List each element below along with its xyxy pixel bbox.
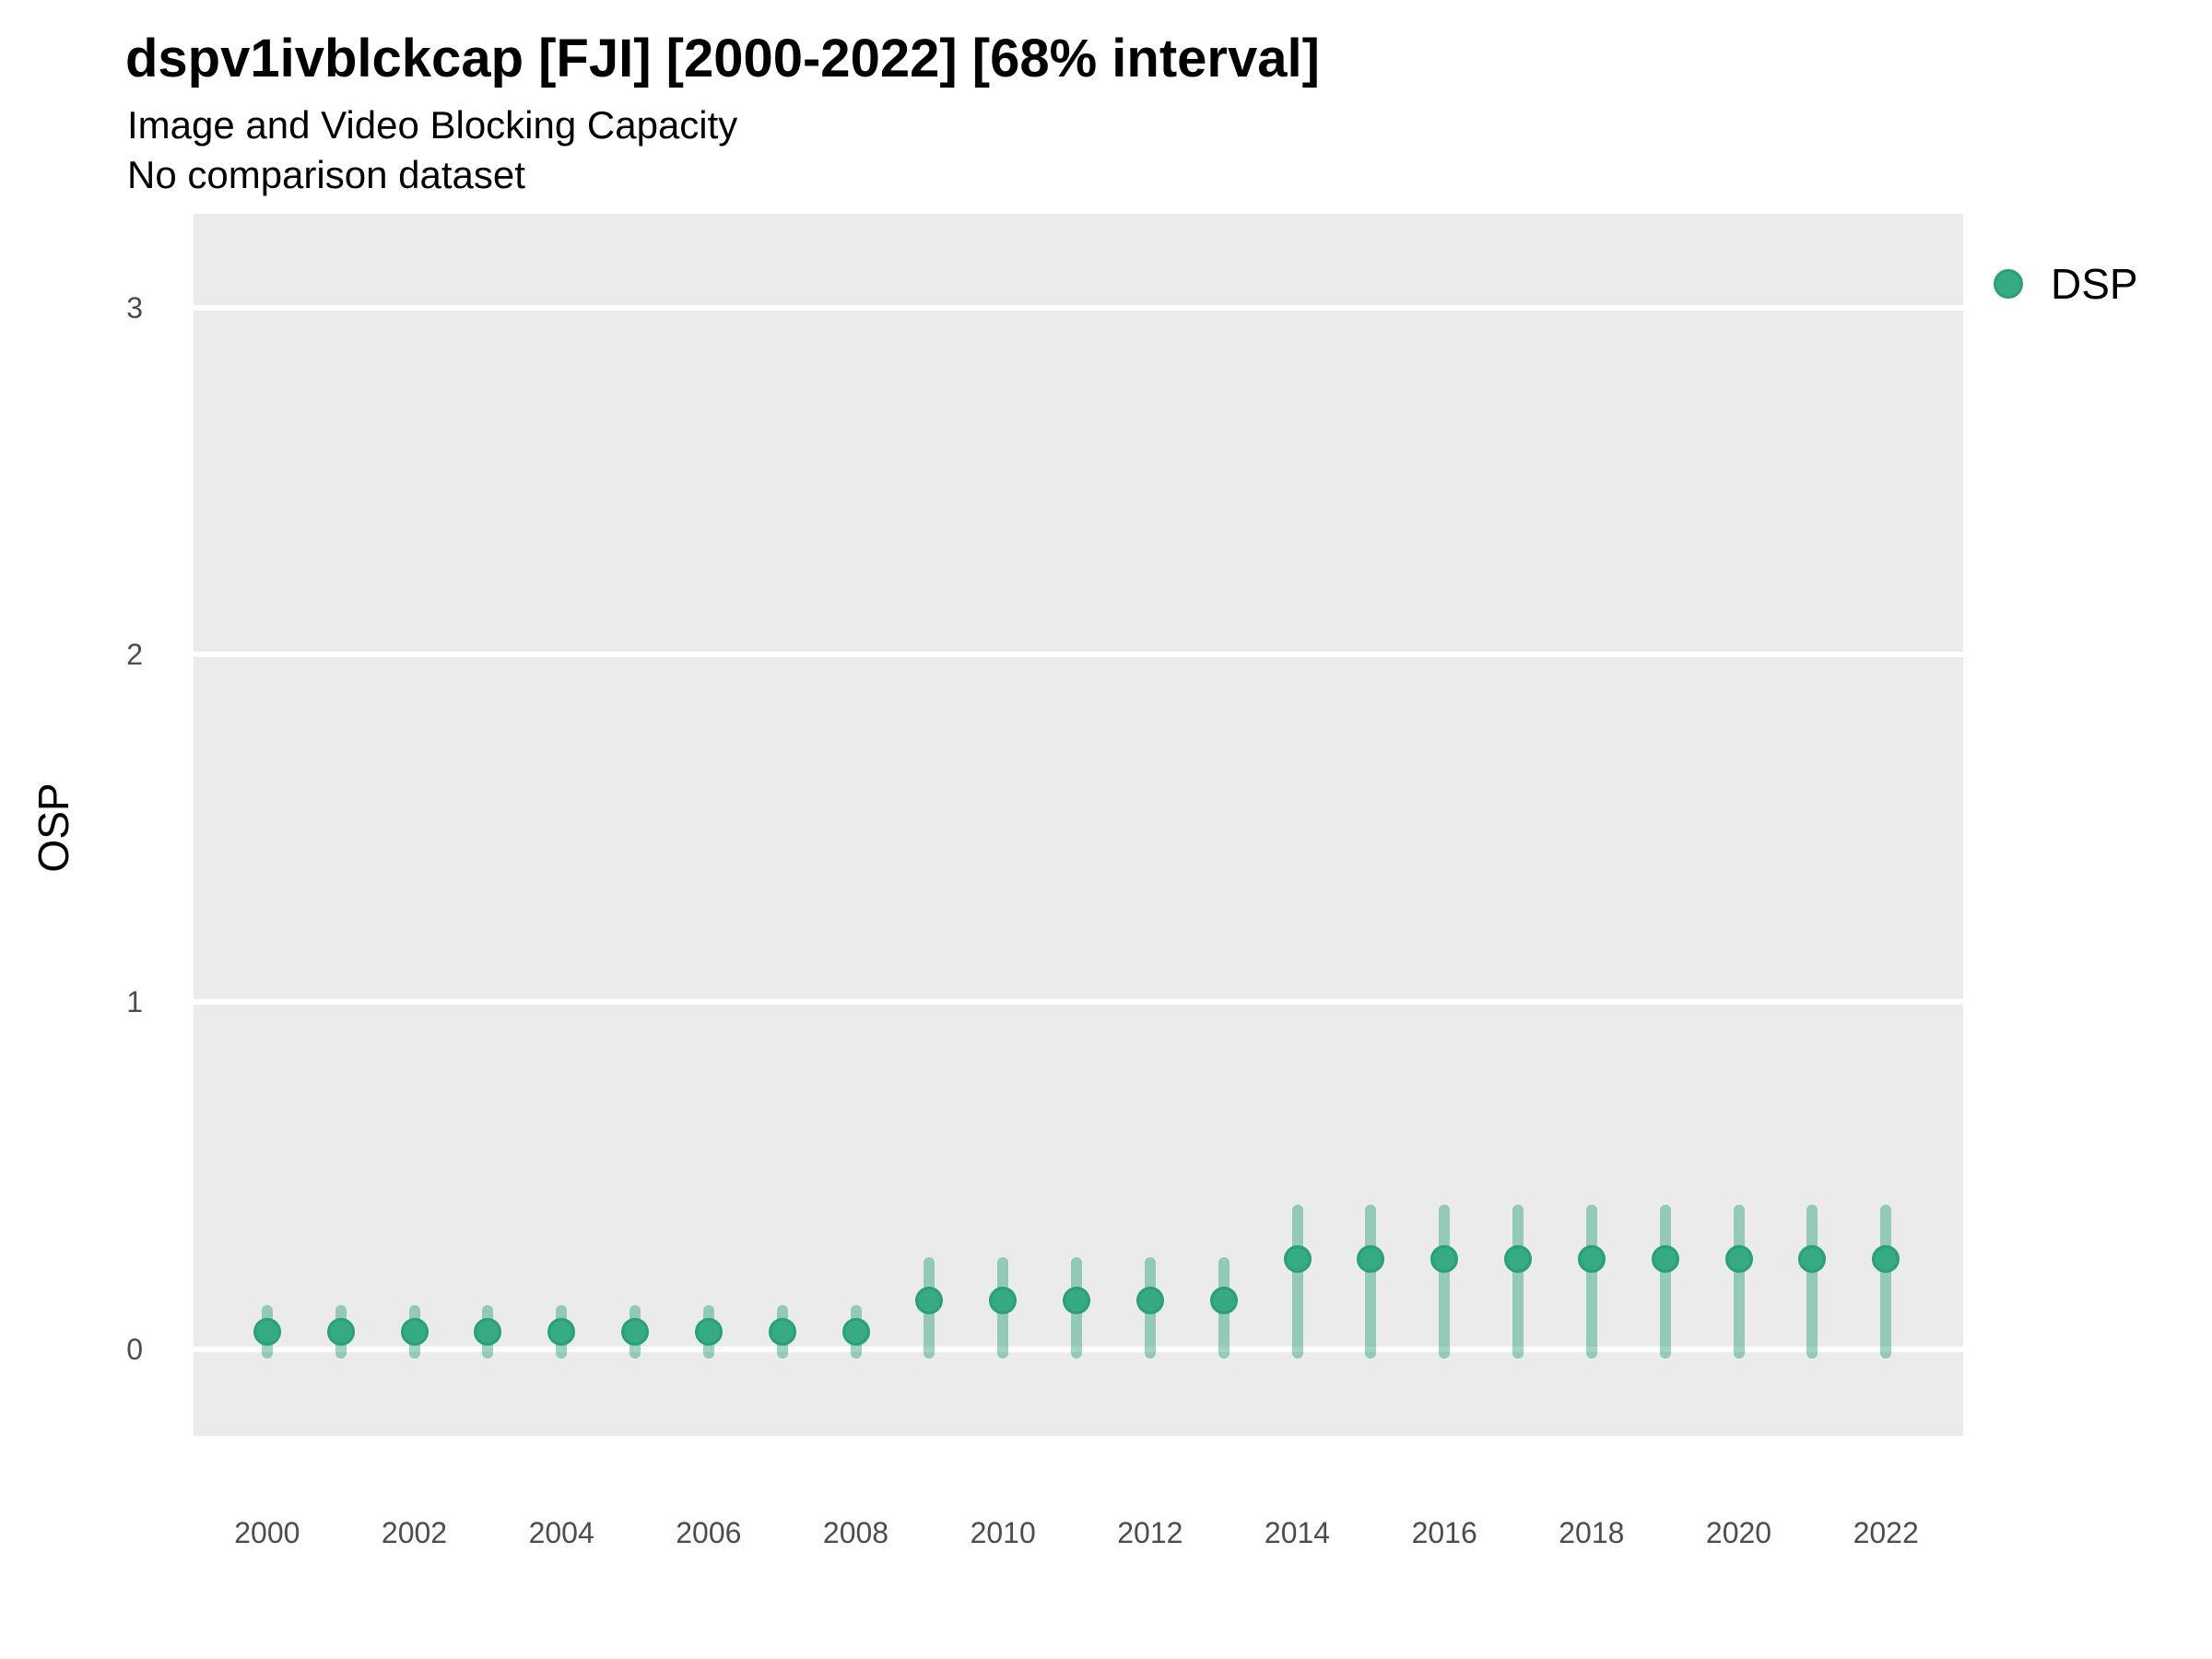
interval-bar <box>1733 1205 1745 1359</box>
interval-bar <box>1585 1205 1597 1359</box>
interval-bar <box>1365 1205 1377 1359</box>
y-tick-label: 3 <box>126 290 143 324</box>
interval-bar <box>1659 1205 1671 1359</box>
x-tick-label: 2012 <box>1117 1516 1183 1549</box>
data-point <box>1798 1244 1827 1273</box>
x-tick-label: 2004 <box>528 1516 594 1549</box>
data-point <box>547 1317 576 1346</box>
gridline-y-0 <box>194 1346 1963 1352</box>
data-point <box>768 1317 796 1346</box>
data-point <box>400 1317 429 1346</box>
y-tick-label: 2 <box>126 638 143 672</box>
comparison-note: No comparison dataset <box>127 153 525 196</box>
interval-bar <box>1439 1205 1451 1359</box>
legend-label: DSP <box>2051 260 2138 308</box>
legend: DSP <box>1994 259 2138 309</box>
data-point <box>1577 1244 1606 1273</box>
data-point <box>1283 1244 1312 1273</box>
data-point <box>253 1317 281 1346</box>
data-point <box>1357 1244 1385 1273</box>
chart-title: dspv1ivblckcap [FJI] [2000-2022] [68% in… <box>125 29 1320 88</box>
data-point <box>1872 1244 1900 1273</box>
data-point <box>474 1317 502 1346</box>
x-tick-label: 2008 <box>822 1516 889 1549</box>
x-tick-label: 2014 <box>1264 1516 1331 1549</box>
data-point <box>1063 1287 1090 1315</box>
data-point <box>326 1317 355 1346</box>
data-point <box>989 1287 1018 1315</box>
gridline-y-2 <box>194 652 1963 658</box>
interval-bar <box>1806 1205 1818 1359</box>
data-point <box>621 1317 649 1346</box>
data-point <box>1430 1244 1459 1273</box>
x-tick-label: 2002 <box>381 1516 448 1549</box>
data-point <box>1135 1287 1164 1315</box>
x-tick-label: 2020 <box>1705 1516 1772 1549</box>
x-tick-label: 2006 <box>676 1516 742 1549</box>
x-tick-label: 2022 <box>1853 1516 1919 1549</box>
plot-panel <box>194 214 1963 1436</box>
data-point <box>1724 1244 1753 1273</box>
data-point <box>1504 1244 1532 1273</box>
interval-bar <box>1512 1205 1524 1359</box>
x-tick-label: 2018 <box>1559 1516 1625 1549</box>
data-point <box>1651 1244 1679 1273</box>
x-tick-label: 2016 <box>1411 1516 1477 1549</box>
chart-subtitle: Image and Video Blocking Capacity <box>127 103 738 147</box>
legend-point-icon <box>1994 269 2023 299</box>
gridline-y-1 <box>194 999 1963 1006</box>
y-tick-label: 1 <box>126 985 143 1019</box>
x-tick-label: 2010 <box>970 1516 1036 1549</box>
data-point <box>1209 1287 1238 1315</box>
data-point <box>841 1317 870 1346</box>
y-axis-title: OSP <box>29 782 77 873</box>
x-tick-label: 2000 <box>234 1516 300 1549</box>
gridline-y-3 <box>194 304 1963 311</box>
interval-bar <box>1880 1205 1892 1359</box>
data-point <box>915 1287 944 1315</box>
interval-bar <box>1291 1205 1303 1359</box>
data-point <box>694 1317 723 1346</box>
y-tick-label: 0 <box>126 1332 143 1366</box>
